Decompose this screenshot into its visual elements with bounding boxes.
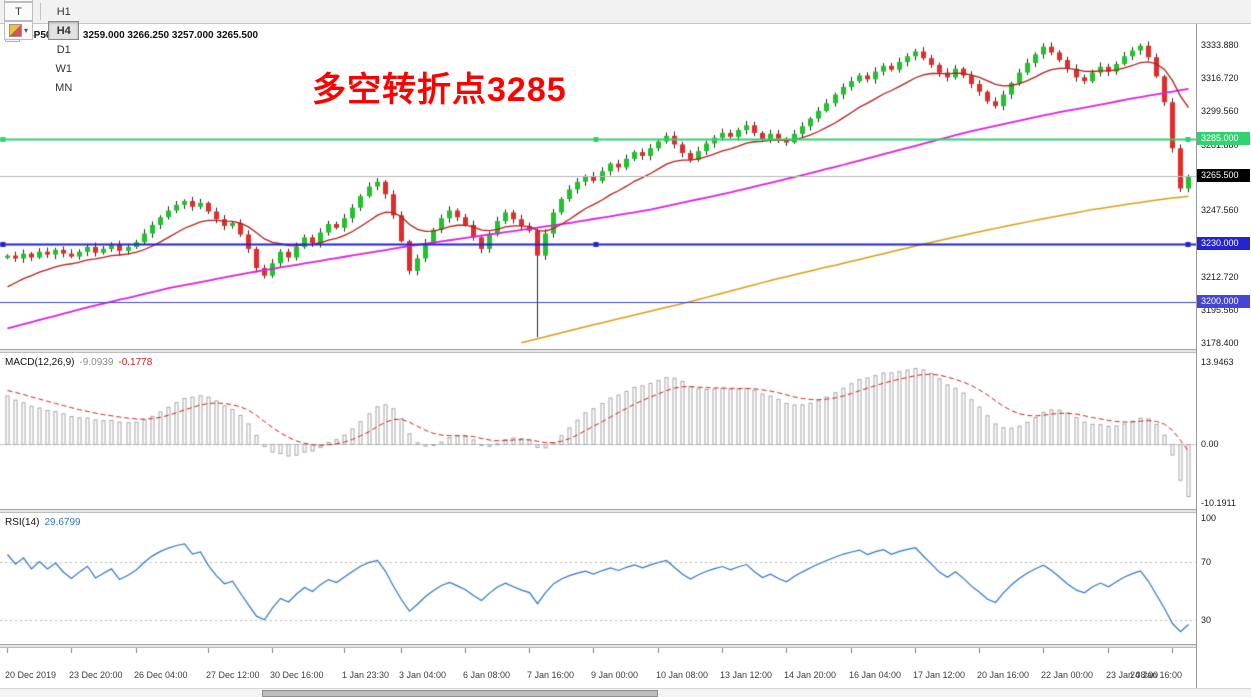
time-axis-label: 23 Jan 08:00 [1106,670,1159,680]
timeframe-button-d1[interactable]: D1 [56,43,71,56]
time-axis-label: 17 Jan 12:00 [913,670,966,680]
symbol-label: ▾ SP500-,H4 3259.000 3266.250 3257.000 3… [5,29,258,42]
macd-main-value: -9.0939 [79,357,114,368]
level-3285-badge: 3285.000 [1197,131,1250,145]
price-tick-label: 3299.560 [1201,105,1239,116]
rsi-indicator-label: RSI(14) 29.6799 [5,517,81,528]
bid-price-badge: 3265.500 [1197,169,1250,183]
rsi-value: 29.6799 [44,517,81,528]
level-3200-badge: 3200.000 [1197,294,1250,308]
pane-separator-rsi-timeaxis[interactable] [0,644,1251,648]
chevron-down-icon: ▾ [24,26,29,35]
chart-annotation-text[interactable]: 多空转折点3285 [312,71,567,109]
price-tick-label: 3333.880 [1201,40,1239,50]
time-axis-label: 24 Jan 16:00 [1130,670,1183,680]
time-axis-label: 26 Dec 04:00 [134,670,188,680]
macd-axis-label: -10.1911 [1201,498,1236,509]
rsi-axis-label: 100 [1201,513,1217,523]
time-axis-label: 16 Jan 04:00 [849,670,902,680]
time-axis-label: 10 Jan 08:00 [656,670,709,680]
time-axis-label: 30 Dec 16:00 [270,670,324,680]
price-tick-label: 3195.560 [1201,305,1239,316]
macd-signal-value: -0.1778 [118,357,153,368]
toolbar: AT▾ M1M5M15M30H1H4D1W1MN [0,0,1251,94]
timeframe-button-h4[interactable]: H4 [48,21,80,40]
toolbar-separator [40,3,42,20]
time-axis-label: 23 Dec 20:00 [69,670,123,680]
rsi-name: RSI(14) [5,517,40,528]
price-tick-label: 3178.400 [1201,337,1239,348]
pane-separator-main-macd[interactable] [0,349,1251,353]
time-axis-label: 7 Jan 16:00 [527,670,575,680]
horizontal-scrollbar-track[interactable] [0,688,1251,697]
time-axis-label: 20 Dec 2019 [5,670,57,680]
pane-separator-macd-rsi[interactable] [0,509,1251,513]
time-axis-label: 22 Jan 00:00 [1041,670,1094,680]
timeframe-group: M1M5M15M30H1H4D1W1MN [48,0,80,97]
toolbar-left-group: AT ▾ [4,0,34,40]
time-axis-label: 20 Jan 16:00 [977,670,1030,680]
macd-indicator-label: MACD(12,26,9) -9.0939 -0.1778 [5,357,152,368]
time-axis-label: 27 Dec 12:00 [206,670,260,680]
time-axis-label: 13 Jan 12:00 [720,670,773,680]
ohlc-values: 3259.000 3266.250 3257.000 3265.500 [82,30,259,41]
price-axis-border [1196,24,1197,688]
time-axis-label: 14 Jan 20:00 [784,670,837,680]
text-tool-button[interactable]: T [4,2,34,21]
level-3230-badge: 3230.000 [1197,237,1250,251]
timeframe-button-h1[interactable]: H1 [56,5,71,18]
macd-name: MACD(12,26,9) [5,357,75,368]
time-axis-label: 6 Jan 08:00 [463,670,511,680]
time-axis-label: 1 Jan 23:30 [342,670,390,680]
time-axis-label: 3 Jan 04:00 [399,670,447,680]
price-tick-label: 3212.720 [1201,272,1239,283]
price-axis[interactable]: 3265.500 3285.000 3230.000 3200.000 3333… [1197,24,1251,688]
time-axis-label: 9 Jan 00:00 [591,670,639,680]
timeframe-button-w1[interactable]: W1 [55,62,72,75]
rsi-axis-label: 30 [1201,615,1212,626]
price-tick-label: 3316.720 [1201,72,1239,83]
macd-axis-label: 13.9463 [1201,356,1234,367]
time-axis[interactable]: 20 Dec 2019 23 Dec 20:00 26 Dec 04:00 27 De… [0,648,1196,688]
rsi-axis-label: 70 [1201,556,1212,567]
timeframe-button-mn[interactable]: MN [55,81,73,94]
draw-tool-icon [9,24,22,37]
macd-axis-label: 0.00 [1201,438,1219,449]
draw-tool-button[interactable]: ▾ [4,21,34,40]
arrow-tool-button[interactable]: A [4,0,34,2]
price-tick-label: 3247.560 [1201,205,1239,216]
horizontal-scrollbar-thumb[interactable] [262,690,658,697]
